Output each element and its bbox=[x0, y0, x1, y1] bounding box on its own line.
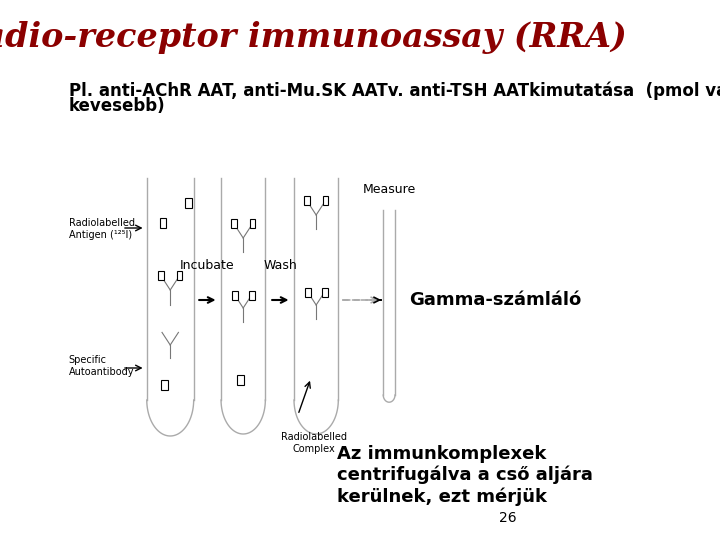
Bar bbox=[158, 271, 164, 280]
Text: Incubate: Incubate bbox=[179, 259, 234, 272]
Text: Wash: Wash bbox=[264, 259, 297, 272]
Bar bbox=[304, 196, 310, 205]
Bar bbox=[176, 271, 182, 280]
Text: Gamma-számláló: Gamma-számláló bbox=[409, 291, 581, 309]
Bar bbox=[250, 219, 256, 228]
Text: Pl. anti-AChR AAT, anti-Mu.SK AATv. anti-TSH AATkimutatása  (pmol vagy annál: Pl. anti-AChR AAT, anti-Mu.SK AATv. anti… bbox=[68, 82, 720, 100]
Text: kevesebb): kevesebb) bbox=[68, 97, 165, 115]
Bar bbox=[161, 380, 168, 390]
Bar bbox=[185, 198, 192, 208]
Bar bbox=[248, 291, 255, 300]
Bar bbox=[322, 287, 328, 296]
Text: Measure: Measure bbox=[362, 183, 415, 196]
Bar bbox=[231, 219, 237, 228]
Text: Specific
Autoantibody: Specific Autoantibody bbox=[68, 355, 134, 376]
Bar bbox=[238, 375, 244, 385]
Text: 26: 26 bbox=[498, 511, 516, 525]
Text: Radiolabelled
Complex: Radiolabelled Complex bbox=[282, 432, 347, 454]
Text: Az immunkomplexek
centrifugálva a cső aljára
kerülnek, ezt mérjük: Az immunkomplexek centrifugálva a cső al… bbox=[337, 445, 593, 506]
Text: Radiolabelled
Antigen (¹²⁵I): Radiolabelled Antigen (¹²⁵I) bbox=[68, 218, 135, 240]
Bar bbox=[232, 291, 238, 300]
Bar bbox=[323, 196, 328, 205]
Text: Radio-receptor immunoassay (RRA): Radio-receptor immunoassay (RRA) bbox=[0, 22, 627, 55]
Bar bbox=[160, 218, 166, 228]
Bar bbox=[305, 287, 310, 296]
